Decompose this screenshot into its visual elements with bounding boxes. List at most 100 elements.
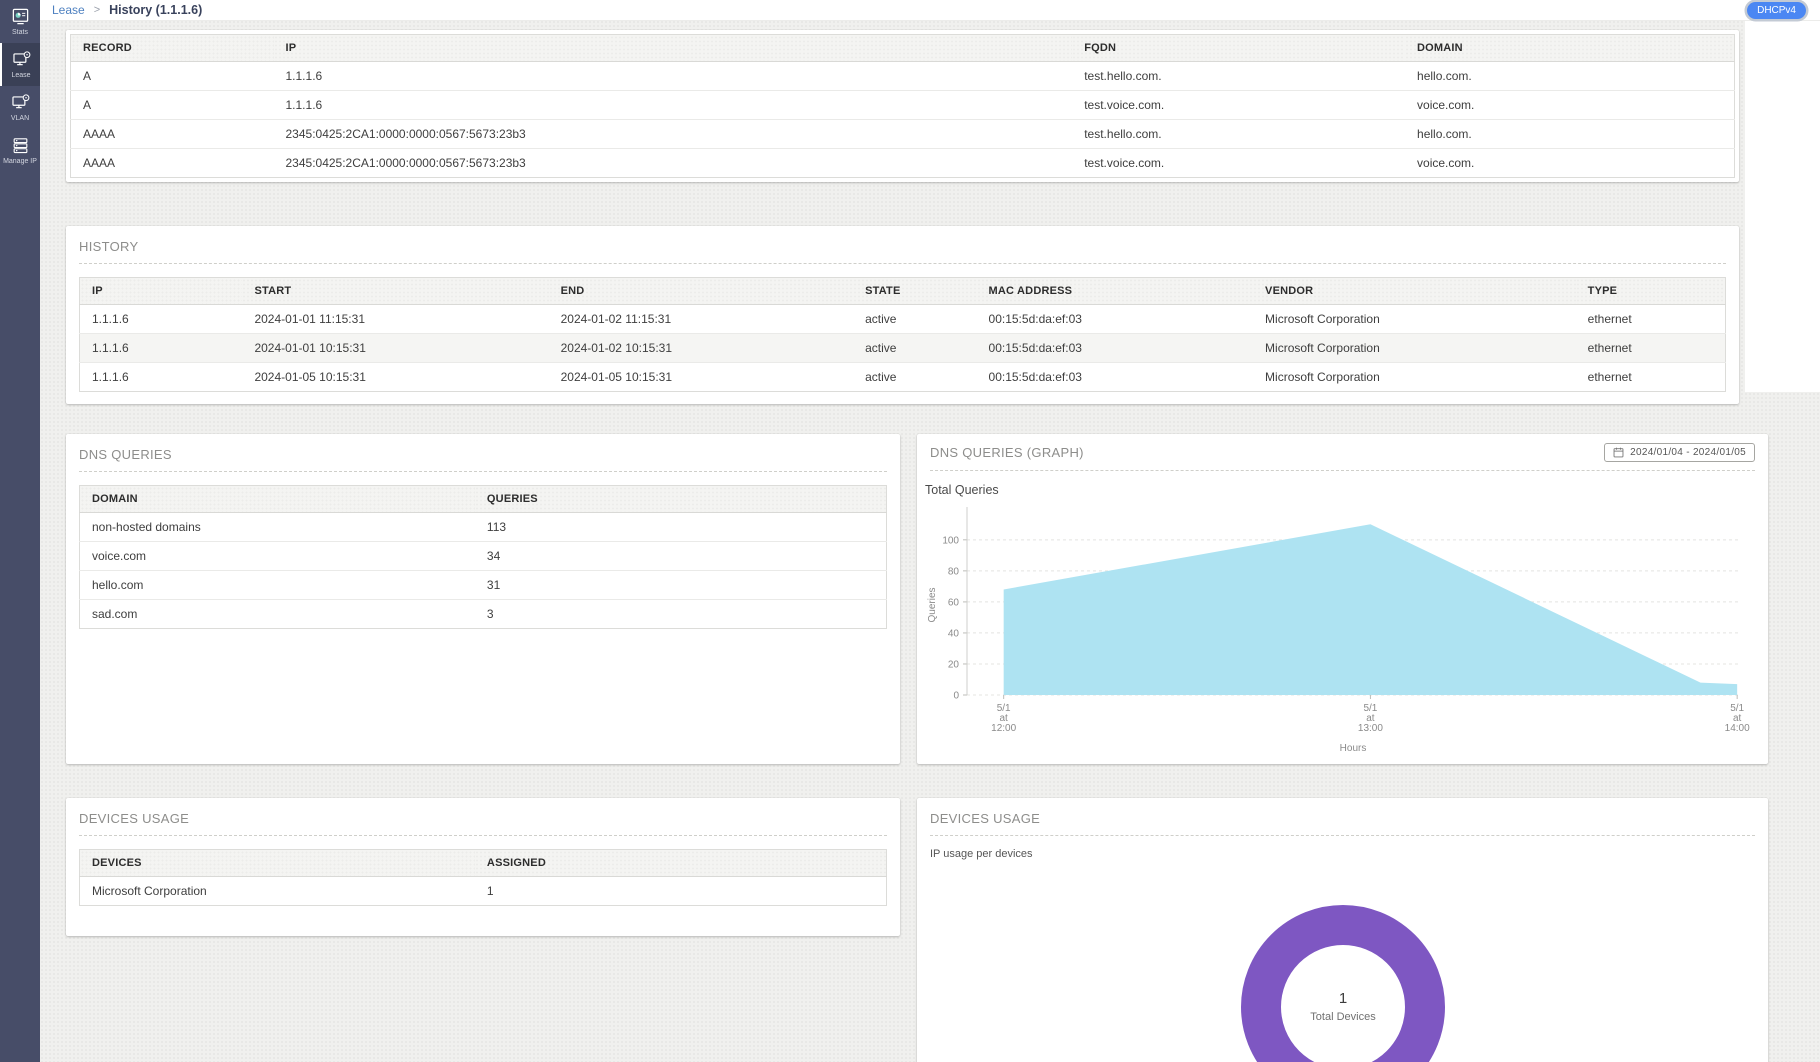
table-row: hello.com 31 [79, 570, 887, 600]
dns-queries-graph-panel: DNS QUERIES (GRAPH) 2024/01/04 - 2024/01… [917, 434, 1768, 764]
stats-icon [12, 8, 28, 25]
chart-subtitle: IP usage per devices [930, 848, 1033, 860]
vlan-icon [11, 94, 29, 109]
table-cell: 2024-01-02 10:15:31 [548, 333, 854, 363]
panel-title: DEVICES USAGE [930, 811, 1041, 826]
table-cell: 2024-01-02 11:15:31 [560, 312, 672, 326]
table-cell: hello.com. [1405, 119, 1735, 149]
table-header-row: RECORD IP FQDN DOMAIN [70, 34, 1735, 62]
column-header: MAC ADDRESS [976, 277, 1254, 305]
dns-queries-area-chart: 0 20 40 60 80 100 5/1 at 12:00 5/1 at 13:00 5/1 at 14:… [927, 507, 1750, 754]
sidebar: Stats Lease VLAN Manage IP [0, 0, 40, 1062]
divider [930, 470, 1755, 471]
history-table: IP START END STATE MAC ADDRESS VENDOR TYPE 1.1.… [79, 277, 1726, 392]
divider [79, 835, 887, 836]
column-header: DOMAIN [1405, 34, 1735, 62]
table-cell: 2345:0425:2CA1:0000:0000:0567:5673:23b3 [273, 148, 1073, 178]
table-cell: 00:15:5d:da:ef:03 [976, 362, 1254, 392]
table-cell: Microsoft Corporation [1253, 362, 1576, 392]
sidebar-item-label: Lease [11, 72, 31, 79]
sidebar-item-manage-ip[interactable]: Manage IP [0, 129, 40, 172]
divider [79, 263, 1726, 264]
column-header: VENDOR [1253, 277, 1576, 305]
column-header: STATE [853, 277, 977, 305]
devices-usage-table: DEVICES ASSIGNED Microsoft Corporation 1 [79, 849, 887, 906]
sidebar-item-label: Stats [12, 29, 28, 36]
table-row: 1.1.1.6 2024-01-01 10:15:31 2024-01-02 10:… [79, 333, 1726, 363]
dns-records-table: RECORD IP FQDN DOMAIN A 1.1.1.6 test.hello.com… [70, 34, 1735, 178]
column-header: RECORD [70, 34, 274, 62]
table-cell: hello.com. [1417, 69, 1472, 83]
history-panel: HISTORY IP START END STATE MAC ADDRESS VENDOR… [66, 226, 1739, 404]
table-cell: 2345:0425:2CA1:0000:0000:0567:5673:23b3 [273, 119, 1073, 149]
table-row: AAAA 2345:0425:2CA1:0000:0000:0567:5673:2… [70, 148, 1735, 178]
svg-text:20: 20 [948, 659, 960, 670]
column-header: DEVICES [79, 849, 475, 877]
table-cell: 2024-01-05 10:15:31 [242, 362, 549, 392]
sidebar-item-stats[interactable]: Stats [0, 0, 40, 43]
table-cell: Microsoft Corporation [1253, 333, 1576, 363]
table-cell: 1 [486, 884, 494, 898]
topbar: Lease > History (1.1.1.6) DHCPv4 [40, 0, 1820, 21]
chart-title: Total Queries [925, 483, 999, 497]
table-cell: AAAA [70, 148, 274, 178]
lease-icon [12, 51, 30, 66]
breadcrumb-lease-link[interactable]: Lease [52, 3, 85, 17]
column-header: QUERIES [474, 485, 887, 513]
table-row: voice.com 34 [79, 541, 887, 571]
table-cell: 1.1.1.6 [285, 69, 323, 83]
table-cell: 31 [474, 570, 887, 600]
table-cell: 1.1.1.6 [273, 90, 1073, 120]
table-cell: ethernet [1587, 312, 1632, 326]
devices-usage-chart-panel: DEVICES USAGE IP usage per devices 1 Tota… [917, 798, 1768, 1062]
panel-title: DNS QUERIES [79, 447, 172, 462]
sidebar-item-vlan[interactable]: VLAN [0, 86, 40, 129]
table-cell: test.hello.com. [1072, 119, 1406, 149]
table-row: A 1.1.1.6 test.hello.com. hello.com. [71, 62, 1735, 91]
table-cell: AAAA [70, 119, 274, 149]
svg-text:100: 100 [942, 535, 959, 546]
column-header: DOMAIN [79, 485, 475, 513]
manage-ip-icon [13, 138, 27, 154]
table-row: sad.com 3 [79, 599, 887, 629]
table-row: 1.1.1.6 2024-01-01 11:15:31 2024-01-02 11:… [80, 305, 1726, 334]
table-cell: 1.1.1.6 [79, 362, 243, 392]
table-cell: voice.com. [1405, 148, 1735, 178]
breadcrumb-current: History (1.1.1.6) [109, 3, 203, 17]
table-cell: Microsoft Corporation [1265, 312, 1380, 326]
table-cell: 3 [474, 599, 887, 629]
table-cell: 1.1.1.6 [92, 312, 129, 326]
calendar-icon [1613, 447, 1624, 458]
panel-title: DEVICES USAGE [79, 811, 190, 826]
table-cell: hello.com [79, 570, 475, 600]
svg-text:Queries: Queries [927, 587, 938, 622]
table-header-row: DOMAIN QUERIES [79, 485, 887, 513]
column-header: ASSIGNED [474, 849, 887, 877]
table-cell: sad.com [79, 599, 475, 629]
table-cell: test.voice.com. [1072, 90, 1406, 120]
donut-value: 1 [1338, 990, 1346, 1007]
column-header: IP [273, 34, 1073, 62]
dns-queries-table: DOMAIN QUERIES non-hosted domains 113 voice.… [79, 485, 887, 629]
date-range-value: 2024/01/04 - 2024/01/05 [1630, 447, 1746, 458]
table-cell: 00:15:5d:da:ef:03 [976, 333, 1254, 363]
sidebar-item-label: Manage IP [3, 158, 37, 165]
table-cell: 34 [474, 541, 887, 571]
dhcp-version-badge[interactable]: DHCPv4 [1747, 1, 1806, 19]
table-cell: voice.com [79, 541, 475, 571]
table-cell: non-hosted domains [92, 520, 201, 534]
table-cell: active [853, 362, 977, 392]
table-cell: 00:15:5d:da:ef:03 [988, 312, 1082, 326]
table-cell: ethernet [1575, 333, 1726, 363]
date-range-picker[interactable]: 2024/01/04 - 2024/01/05 [1604, 443, 1755, 462]
table-cell: active [865, 312, 897, 326]
table-cell: voice.com. [1405, 90, 1735, 120]
table-row: A 1.1.1.6 test.voice.com. voice.com. [70, 90, 1735, 120]
divider [930, 835, 1755, 836]
panel-title: DNS QUERIES (GRAPH) [930, 445, 1084, 460]
svg-text:0: 0 [953, 691, 959, 702]
breadcrumb-separator: > [93, 4, 101, 16]
table-header-row: IP START END STATE MAC ADDRESS VENDOR TYPE [79, 277, 1726, 305]
sidebar-item-lease[interactable]: Lease [0, 43, 40, 86]
